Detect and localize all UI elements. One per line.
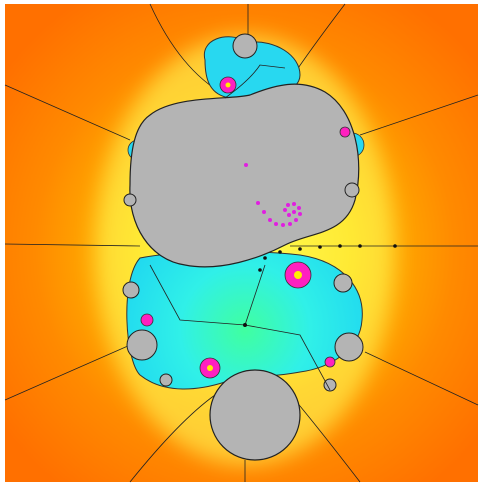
bulb: [210, 370, 300, 460]
bulb: [127, 330, 157, 360]
bulb: [345, 183, 359, 197]
bulb: [233, 34, 257, 58]
fractal-image: [0, 0, 483, 486]
bulb: [335, 333, 363, 361]
bulb: [160, 374, 172, 386]
bulb: [124, 194, 136, 206]
page: [0, 0, 483, 486]
bulb: [334, 274, 352, 292]
bulb: [123, 282, 139, 298]
